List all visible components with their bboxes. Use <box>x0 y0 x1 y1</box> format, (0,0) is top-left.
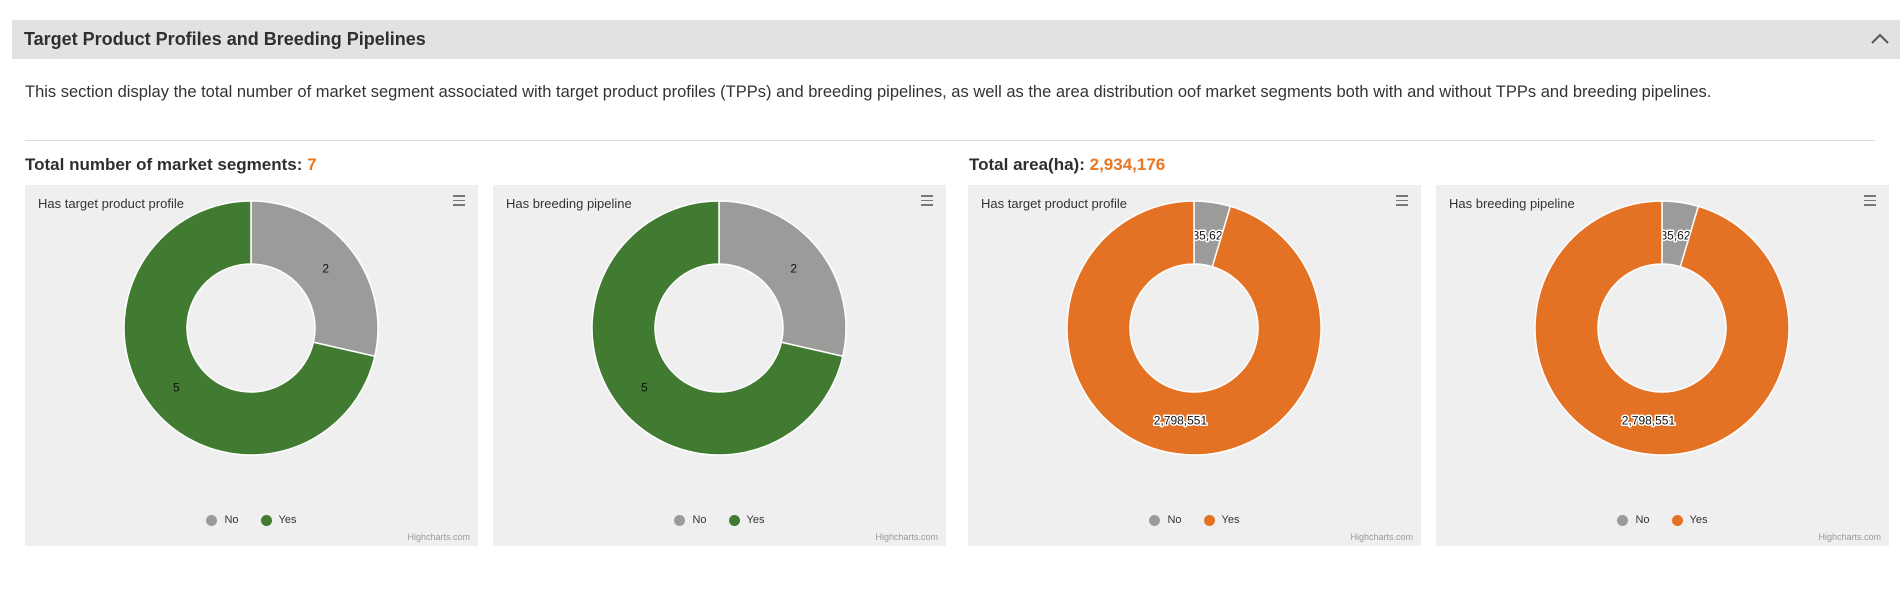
legend-item-no[interactable]: No <box>206 514 239 526</box>
chart-menu-icon[interactable] <box>920 194 936 208</box>
summary-total-area: Total area(ha): 2,934,176 <box>969 155 1165 175</box>
legend-item-yes[interactable]: Yes <box>728 514 765 526</box>
credits-link[interactable]: Highcharts.com <box>407 532 470 542</box>
legend-item-yes[interactable]: Yes <box>1671 514 1708 526</box>
chart-menu-icon[interactable] <box>452 194 468 208</box>
legend-label: Yes <box>1689 514 1708 526</box>
data-label-no: 2 <box>322 261 329 275</box>
pie-chart: 25 <box>123 200 379 456</box>
summary-market-segments: Total number of market segments: 7 <box>25 155 317 175</box>
legend-label: No <box>224 514 239 526</box>
legend-dot-icon <box>1617 514 1629 526</box>
pie-slice-no[interactable] <box>250 200 379 358</box>
summary-value: 7 <box>307 155 317 174</box>
chart-legend: No Yes <box>25 514 478 526</box>
pie-slice-yes[interactable] <box>123 200 376 456</box>
chart-legend: No Yes <box>493 514 946 526</box>
data-label-yes: 2,798,551 <box>1154 414 1208 428</box>
data-label-yes: 5 <box>173 381 180 395</box>
legend-dot-icon <box>206 514 218 526</box>
pie-chart: 25 <box>591 200 847 456</box>
chart-menu-icon[interactable] <box>1863 194 1879 208</box>
chart-card: Has target product profile 135,625 2,798,… <box>968 185 1421 546</box>
chart-title: Has breeding pipeline <box>506 196 632 211</box>
legend-dot-icon <box>1671 514 1683 526</box>
summary-label: Total area(ha): <box>969 155 1085 174</box>
legend-dot-icon <box>1149 514 1161 526</box>
summary-label: Total number of market segments: <box>25 155 303 174</box>
legend-label: Yes <box>278 514 297 526</box>
pie-slice-yes[interactable] <box>1066 200 1322 456</box>
chart-legend: No Yes <box>1436 514 1889 526</box>
legend-label: Yes <box>1221 514 1240 526</box>
credits-link[interactable]: Highcharts.com <box>875 532 938 542</box>
summary-value: 2,934,176 <box>1089 155 1166 174</box>
chart-card: Has breeding pipeline 135,625 2,798,551 N… <box>1436 185 1889 546</box>
data-label-no: 135,625 <box>1654 228 1698 242</box>
legend-dot-icon <box>728 514 740 526</box>
data-label-yes: 5 <box>641 381 648 395</box>
collapse-button[interactable] <box>1860 20 1900 59</box>
section-title: Target Product Profiles and Breeding Pip… <box>24 29 426 49</box>
legend-item-yes[interactable]: Yes <box>1203 514 1240 526</box>
legend-item-yes[interactable]: Yes <box>260 514 297 526</box>
legend-dot-icon <box>260 514 272 526</box>
chart-title: Has breeding pipeline <box>1449 196 1575 211</box>
data-label-no: 2 <box>790 261 797 275</box>
credits-link[interactable]: Highcharts.com <box>1818 532 1881 542</box>
legend-label: No <box>1167 514 1182 526</box>
legend-dot-icon <box>674 514 686 526</box>
chart-legend: No Yes <box>968 514 1421 526</box>
chart-menu-icon[interactable] <box>1395 194 1411 208</box>
legend-label: No <box>1635 514 1650 526</box>
legend-dot-icon <box>1203 514 1215 526</box>
pie-slice-yes[interactable] <box>1534 200 1790 456</box>
legend-item-no[interactable]: No <box>1617 514 1650 526</box>
chart-title: Has target product profile <box>981 196 1127 211</box>
legend-label: Yes <box>746 514 765 526</box>
section-header[interactable]: Target Product Profiles and Breeding Pip… <box>12 20 1900 59</box>
credits-link[interactable]: Highcharts.com <box>1350 532 1413 542</box>
legend-label: No <box>692 514 707 526</box>
pie-slice-yes[interactable] <box>591 200 844 456</box>
chevron-up-icon <box>1871 33 1889 44</box>
pie-chart: 135,625 2,798,551 <box>1534 200 1790 456</box>
pie-chart: 135,625 2,798,551 <box>1066 200 1322 456</box>
legend-item-no[interactable]: No <box>674 514 707 526</box>
legend-item-no[interactable]: No <box>1149 514 1182 526</box>
data-label-yes: 2,798,551 <box>1622 414 1676 428</box>
divider <box>25 140 1875 141</box>
data-label-no: 135,625 <box>1186 228 1230 242</box>
section-description: This section display the total number of… <box>25 83 1712 101</box>
chart-title: Has target product profile <box>38 196 184 211</box>
pie-slice-no[interactable] <box>718 200 847 358</box>
